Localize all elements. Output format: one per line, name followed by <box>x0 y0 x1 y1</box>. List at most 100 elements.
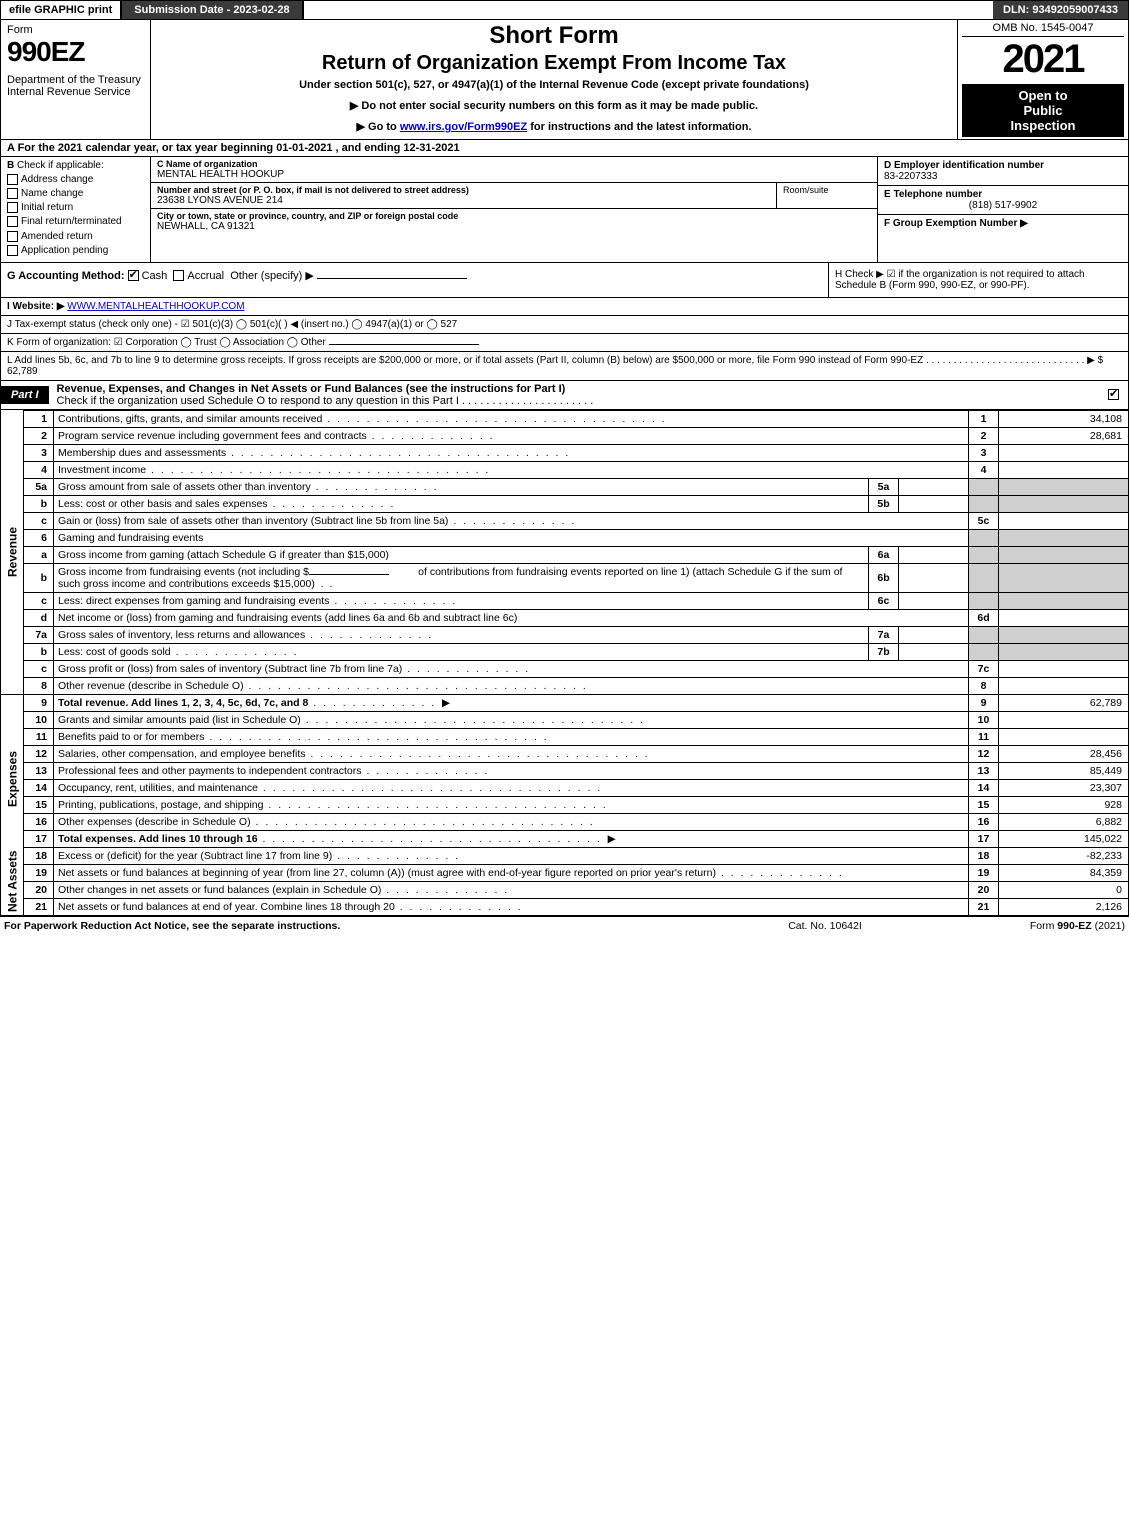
line-10-desc: Grants and similar amounts paid (list in… <box>58 714 301 726</box>
line-6b-ival <box>899 563 969 592</box>
line-21-val: 2,126 <box>999 898 1129 915</box>
line-1-box: 1 <box>969 410 999 427</box>
opt-initial-return[interactable]: Initial return <box>7 202 144 213</box>
line-5b-desc: Less: cost or other basis and sales expe… <box>58 498 268 510</box>
line-19-num: 19 <box>24 864 54 881</box>
line-20-desc: Other changes in net assets or fund bala… <box>58 884 381 896</box>
line-4-box: 4 <box>969 461 999 478</box>
line-21-box: 21 <box>969 898 999 915</box>
line-3-box: 3 <box>969 444 999 461</box>
line-4-desc: Investment income <box>58 464 146 476</box>
phone-label: E Telephone number <box>884 189 1122 200</box>
row-l-text: L Add lines 5b, 6c, and 7b to line 9 to … <box>7 355 1103 366</box>
line-20-val: 0 <box>999 881 1129 898</box>
row-i-website: I Website: ▶ WWW.MENTALHEALTHHOOKUP.COM <box>0 298 1129 316</box>
under-section: Under section 501(c), 527, or 4947(a)(1)… <box>157 79 951 91</box>
line-6b-ibox: 6b <box>869 563 899 592</box>
accrual-checkbox[interactable] <box>173 270 184 281</box>
opt-amended-return[interactable]: Amended return <box>7 231 144 242</box>
line-3-val <box>999 444 1129 461</box>
city-value: NEWHALL, CA 91321 <box>157 221 871 232</box>
return-title: Return of Organization Exempt From Incom… <box>157 52 951 75</box>
line-7c-val <box>999 660 1129 677</box>
line-18-num: 18 <box>24 847 54 864</box>
line-4-val <box>999 461 1129 478</box>
line-7b-ival <box>899 643 969 660</box>
goto-pre: ▶ Go to <box>357 121 400 133</box>
addr-label: Number and street (or P. O. box, if mail… <box>157 185 770 195</box>
section-bcdef: B Check if applicable: Address change Na… <box>0 157 1129 263</box>
line-14-val: 23,307 <box>999 779 1129 796</box>
col-def: D Employer identification number 83-2207… <box>878 157 1128 262</box>
opt-name-change[interactable]: Name change <box>7 188 144 199</box>
line-10-num: 10 <box>24 711 54 728</box>
room-suite-label: Room/suite <box>777 183 877 208</box>
dln-label: DLN: 93492059007433 <box>993 1 1128 19</box>
line-5c-desc: Gain or (loss) from sale of assets other… <box>58 515 448 527</box>
line-6c-ival <box>899 592 969 609</box>
line-2-num: 2 <box>24 427 54 444</box>
line-11-val <box>999 728 1129 745</box>
inspect-line1: Open to <box>964 88 1122 103</box>
line-11-desc: Benefits paid to or for members <box>58 731 204 743</box>
line-10-box: 10 <box>969 711 999 728</box>
line-6-desc: Gaming and fundraising events <box>54 529 969 546</box>
line-2-box: 2 <box>969 427 999 444</box>
ein-value: 83-2207333 <box>884 171 1122 182</box>
addr-value: 23638 LYONS AVENUE 214 <box>157 195 770 206</box>
line-7a-num: 7a <box>24 626 54 643</box>
line-10-val <box>999 711 1129 728</box>
line-7b-num: b <box>24 643 54 660</box>
line-11-box: 11 <box>969 728 999 745</box>
line-6d-val <box>999 609 1129 626</box>
goto-link[interactable]: www.irs.gov/Form990EZ <box>400 121 527 133</box>
line-3-num: 3 <box>24 444 54 461</box>
g-label: G Accounting Method: <box>7 270 125 282</box>
line-16-box: 16 <box>969 813 999 830</box>
line-6c-num: c <box>24 592 54 609</box>
line-12-num: 12 <box>24 745 54 762</box>
line-6a-num: a <box>24 546 54 563</box>
line-5c-num: c <box>24 512 54 529</box>
line-15-num: 15 <box>24 796 54 813</box>
ein-label: D Employer identification number <box>884 160 1122 171</box>
line-17-num: 17 <box>24 830 54 847</box>
line-20-num: 20 <box>24 881 54 898</box>
line-19-val: 84,359 <box>999 864 1129 881</box>
accrual-label: Accrual <box>187 270 224 282</box>
cash-checkbox[interactable] <box>128 270 139 281</box>
line-6-num: 6 <box>24 529 54 546</box>
line-9-val: 62,789 <box>999 694 1129 711</box>
line-2-val: 28,681 <box>999 427 1129 444</box>
part1-schedule-o-checkbox[interactable] <box>1108 389 1119 400</box>
opt-final-return[interactable]: Final return/terminated <box>7 216 144 227</box>
line-5a-desc: Gross amount from sale of assets other t… <box>58 481 311 493</box>
line-16-num: 16 <box>24 813 54 830</box>
line-1-desc: Contributions, gifts, grants, and simila… <box>58 413 322 425</box>
header-center: Short Form Return of Organization Exempt… <box>151 20 958 139</box>
line-5b-num: b <box>24 495 54 512</box>
top-bar: efile GRAPHIC print Submission Date - 20… <box>0 0 1129 20</box>
line-7a-ival <box>899 626 969 643</box>
accounting-method: G Accounting Method: Cash Accrual Other … <box>1 263 828 297</box>
b-label: B <box>7 160 14 171</box>
line-9-desc: Total revenue. Add lines 1, 2, 3, 4, 5c,… <box>58 697 308 709</box>
row-a-calendar-year: A For the 2021 calendar year, or tax yea… <box>0 140 1129 157</box>
inspect-line3: Inspection <box>964 118 1122 133</box>
line-16-desc: Other expenses (describe in Schedule O) <box>58 816 251 828</box>
check-if-label: Check if applicable: <box>17 160 104 171</box>
line-13-box: 13 <box>969 762 999 779</box>
line-6a-ibox: 6a <box>869 546 899 563</box>
opt-application-pending[interactable]: Application pending <box>7 245 144 256</box>
row-g-h: G Accounting Method: Cash Accrual Other … <box>0 263 1129 298</box>
line-1-val: 34,108 <box>999 410 1129 427</box>
line-8-desc: Other revenue (describe in Schedule O) <box>58 680 244 692</box>
line-7b-desc: Less: cost of goods sold <box>58 646 171 658</box>
line-14-box: 14 <box>969 779 999 796</box>
website-link[interactable]: WWW.MENTALHEALTHHOOKUP.COM <box>67 301 244 312</box>
efile-label[interactable]: efile GRAPHIC print <box>1 1 122 19</box>
opt-address-change[interactable]: Address change <box>7 174 144 185</box>
line-11-num: 11 <box>24 728 54 745</box>
omb-number: OMB No. 1545-0047 <box>962 22 1124 37</box>
line-13-val: 85,449 <box>999 762 1129 779</box>
